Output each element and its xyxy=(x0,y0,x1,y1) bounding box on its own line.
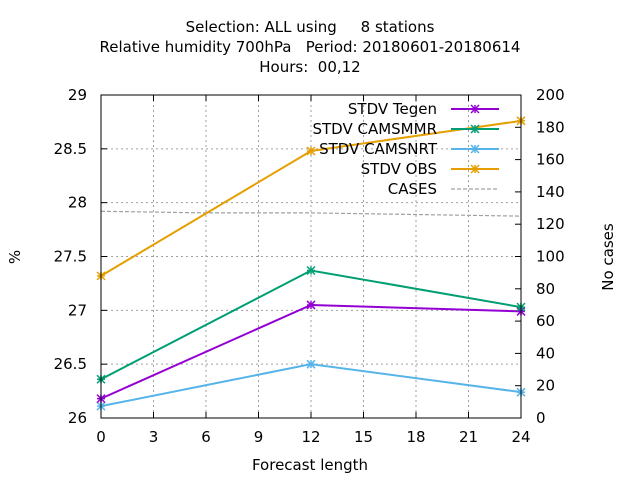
y2-tick-label: 20 xyxy=(536,377,555,395)
legend: STDV Tegen STDV CAMSMMR STDV CAMSNRT STDV O… xyxy=(312,100,499,198)
y2-tick-label: 100 xyxy=(536,248,565,266)
legend-label: STDV CAMSMMR xyxy=(312,120,437,138)
point-marker xyxy=(306,300,316,310)
x-tick-label: 15 xyxy=(354,428,373,446)
y-tick-label: 28.5 xyxy=(54,140,87,158)
y-tick-label: 28 xyxy=(68,194,87,212)
x-tick-label: 24 xyxy=(511,428,530,446)
series-cases xyxy=(100,210,522,217)
y-axis-label: % xyxy=(6,250,24,264)
x-tick-label: 0 xyxy=(96,428,106,446)
y2-tick-label: 80 xyxy=(536,280,555,298)
x-tick-label: 3 xyxy=(149,428,159,446)
point-marker xyxy=(306,146,316,156)
y2-tick-label: 180 xyxy=(536,118,565,136)
chart-title-line: Selection: ALL using 8 stations xyxy=(186,18,435,36)
y-tick-label: 26.5 xyxy=(54,355,87,373)
y2-tick-label: 200 xyxy=(536,86,565,104)
y2-tick-label: 60 xyxy=(536,312,555,330)
axis-ticks: 0 3 6 9 12 15 18 21 24 26 26.5 27 27.5 28 28.5 29 0 20 40 6… xyxy=(54,86,565,446)
y2-tick-label: 160 xyxy=(536,151,565,169)
x-axis-label: Forecast length xyxy=(252,456,368,474)
series-line xyxy=(100,210,522,217)
y2-tick-label: 120 xyxy=(536,215,565,233)
point-marker xyxy=(470,104,480,114)
series-line xyxy=(100,119,522,277)
x-tick-label: 18 xyxy=(406,428,425,446)
chart-title-line: Hours: 00,12 xyxy=(259,58,360,76)
point-marker xyxy=(306,359,316,369)
y2-tick-label: 40 xyxy=(536,344,555,362)
chart-title: Selection: ALL using 8 stations Relative … xyxy=(100,18,521,76)
y-tick-label: 29 xyxy=(68,86,87,104)
x-tick-label: 12 xyxy=(301,428,320,446)
point-marker xyxy=(470,164,480,174)
legend-label: STDV CAMSNRT xyxy=(319,140,438,158)
y2-tick-label: 0 xyxy=(536,409,546,427)
legend-label: CASES xyxy=(388,180,437,198)
x-tick-label: 9 xyxy=(254,428,264,446)
series-group xyxy=(96,116,526,411)
point-marker xyxy=(470,124,480,134)
x-tick-label: 21 xyxy=(459,428,478,446)
point-marker xyxy=(470,144,480,154)
x-tick-label: 6 xyxy=(201,428,211,446)
y-tick-label: 26 xyxy=(68,409,87,427)
y2-tick-label: 140 xyxy=(536,183,565,201)
legend-label: STDV Tegen xyxy=(348,100,437,118)
point-marker xyxy=(306,265,316,276)
y2-axis-label: No cases xyxy=(599,223,617,291)
chart-title-line: Relative humidity 700hPa Period: 2018060… xyxy=(100,38,521,56)
legend-label: STDV OBS xyxy=(361,160,437,178)
y-tick-label: 27 xyxy=(68,301,87,319)
y-tick-label: 27.5 xyxy=(54,248,87,266)
